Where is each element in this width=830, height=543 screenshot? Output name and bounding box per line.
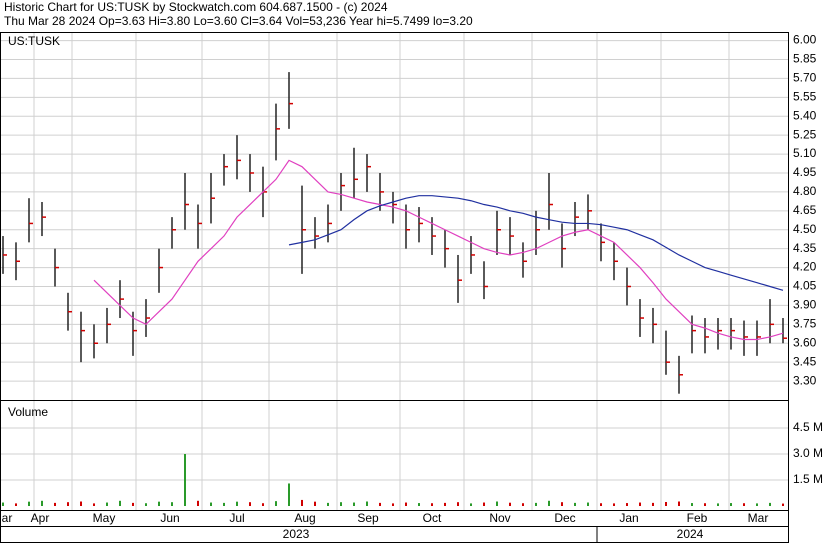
x-tick-label: Dec	[554, 511, 575, 525]
x-tick-label: Jul	[229, 511, 244, 525]
y-tick-label: 3.90	[793, 298, 817, 312]
y-tick-label: 3.45	[793, 354, 817, 368]
volume-label: Volume	[8, 405, 48, 419]
chart-title: Historic Chart for US:TUSK by Stockwatch…	[4, 0, 388, 14]
y-tick-label: 4.20	[793, 260, 817, 274]
y-tick-label: 5.55	[793, 89, 817, 103]
y-tick-label: 3.60	[793, 335, 817, 349]
y-tick-label: 5.70	[793, 71, 817, 85]
y-tick-label: 4.50	[793, 222, 817, 236]
year-label: 2023	[283, 527, 310, 541]
x-tick-label: Aug	[294, 511, 315, 525]
x-tick-label: Feb	[687, 511, 708, 525]
y2-tick-label: 4.5 M	[793, 420, 823, 434]
y-tick-label: 5.40	[793, 108, 817, 122]
year-label: 2024	[677, 527, 704, 541]
moving-average	[93, 159, 784, 341]
x-tick-label: Jan	[619, 511, 638, 525]
moving-average	[288, 195, 784, 291]
x-tick-label: Mar	[748, 511, 769, 525]
y-tick-label: 5.85	[793, 52, 817, 66]
y-tick-label: 4.05	[793, 279, 817, 293]
y-tick-label: 4.80	[793, 184, 817, 198]
y-tick-label: 4.95	[793, 165, 817, 179]
y-tick-label: 5.25	[793, 127, 817, 141]
y2-tick-label: 3.0 M	[793, 446, 823, 460]
y-tick-label: 3.75	[793, 317, 817, 331]
y-tick-label: 3.30	[793, 373, 817, 387]
x-tick-label: Nov	[489, 511, 510, 525]
y-tick-label: 4.65	[793, 203, 817, 217]
x-tick-label: Jun	[160, 511, 179, 525]
x-tick-label: Mar	[0, 511, 12, 525]
symbol-label: US:TUSK	[8, 34, 60, 48]
x-tick-label: Sep	[357, 511, 379, 525]
x-tick-label: Apr	[31, 511, 50, 525]
chart-subtitle: Thu Mar 28 2024 Op=3.63 Hi=3.80 Lo=3.60 …	[4, 14, 473, 28]
y-tick-label: 6.00	[793, 33, 817, 47]
y2-tick-label: 1.5 M	[793, 472, 823, 486]
y-tick-label: 5.10	[793, 146, 817, 160]
x-tick-label: Oct	[423, 511, 442, 525]
x-tick-label: May	[93, 511, 116, 525]
y-tick-label: 4.35	[793, 241, 817, 255]
